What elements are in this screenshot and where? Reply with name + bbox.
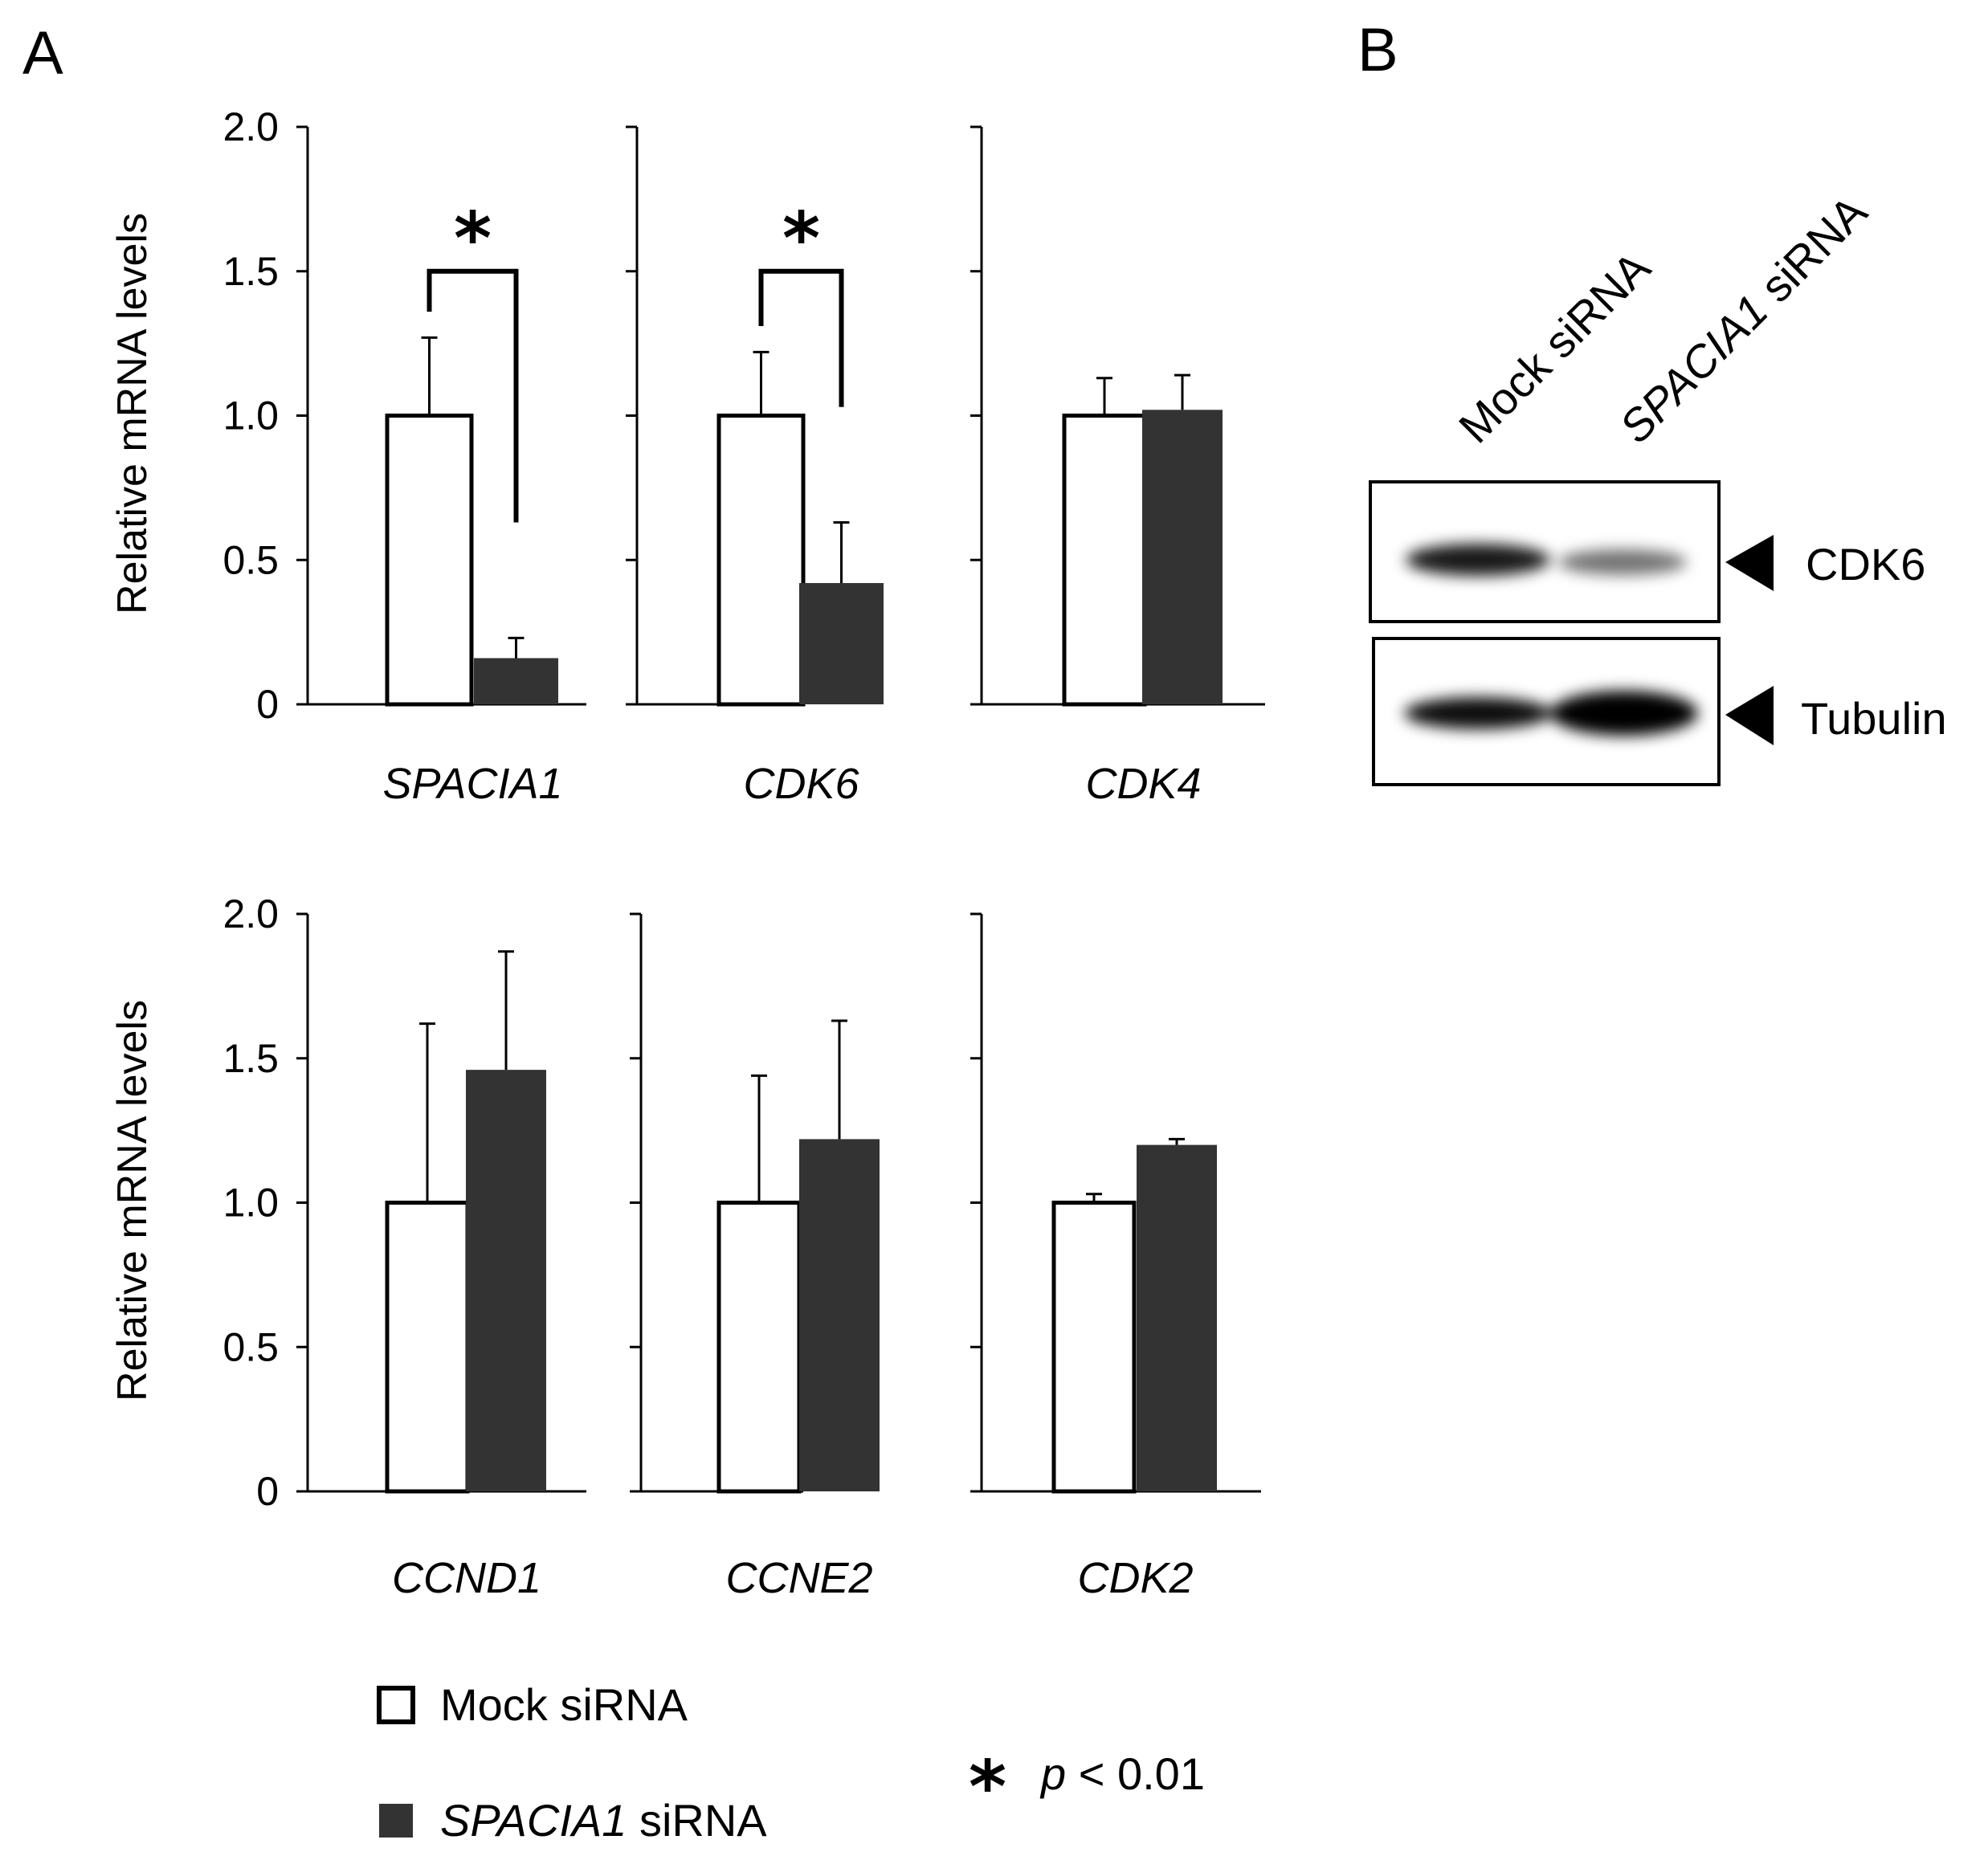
bar-charts: 0 0.5 1.0 1.5 2.0 * SPACIA1 * CDK6 CDK4 0 0.5 1.0 1.5…	[222, 104, 1265, 1602]
legend: Mock siRNA SPACIA1 siRNA * p < 0.01	[377, 1679, 1205, 1846]
legend-spacia1-rest: siRNA	[627, 1795, 767, 1846]
band-tubulin-spacia1	[1550, 691, 1698, 736]
blot-lane2-italic: SPACIA1	[1610, 285, 1778, 453]
panel-a-label: A	[22, 19, 63, 88]
y-axis-title-bottom: Relative mRNA levels	[109, 1000, 156, 1401]
arrow-cdk6-icon	[1725, 535, 1774, 591]
western-blot: Mock siRNA SPACIA1 siRNA CDK6 Tubulin	[1369, 186, 1947, 786]
blot-lane2-label: SPACIA1 siRNA	[1610, 186, 1877, 453]
chart-spacia1: 0 0.5 1.0 1.5 2.0 * SPACIA1	[222, 104, 586, 808]
legend-spacia1-label: SPACIA1 siRNA	[440, 1795, 767, 1846]
y-tick-label: 2.0	[222, 104, 279, 149]
arrow-tubulin-icon	[1725, 686, 1774, 745]
chart-cdk4: CDK4	[970, 125, 1265, 808]
significance-bracket	[427, 268, 519, 523]
bar-mock	[1062, 414, 1147, 707]
bar-mock	[716, 1201, 802, 1494]
y-axis-title-top: Relative mRNA levels	[109, 213, 156, 614]
gene-label: SPACIA1	[382, 760, 562, 808]
band-cdk6-spacia1	[1558, 549, 1687, 575]
gene-label: CDK4	[1085, 760, 1201, 808]
y-tick-label: 0	[256, 682, 279, 727]
legend-significance-star: *	[969, 1745, 1006, 1829]
legend-p-threshold: < 0.01	[1066, 1748, 1205, 1799]
legend-significance-text: p < 0.01	[1039, 1748, 1205, 1799]
bar-mock	[385, 414, 474, 707]
blot-band-label-cdk6: CDK6	[1806, 539, 1925, 589]
significance-star: *	[782, 197, 820, 281]
band-tubulin-mock	[1404, 697, 1552, 729]
bar-spacia1	[799, 583, 884, 704]
panel-b-label: B	[1357, 16, 1398, 84]
bar-mock	[1051, 1201, 1137, 1494]
y-tick-label: 1.0	[222, 394, 279, 438]
y-tick-label: 2.0	[222, 891, 279, 936]
blot-bands	[1404, 544, 1698, 736]
chart-cdk6: * CDK6	[626, 125, 884, 808]
bar-spacia1	[474, 658, 558, 704]
legend-spacia1-italic: SPACIA1	[440, 1795, 627, 1846]
legend-p-symbol: p	[1039, 1748, 1066, 1799]
significance-bracket	[758, 268, 844, 407]
gene-label: CCND1	[392, 1554, 541, 1602]
bar-mock	[385, 1201, 470, 1494]
blot-band-label-tubulin: Tubulin	[1801, 693, 1947, 744]
band-cdk6-mock	[1406, 544, 1550, 576]
gene-label: CDK2	[1077, 1554, 1193, 1602]
blot-lane2-rest: siRNA	[1741, 186, 1876, 320]
gene-label: CCNE2	[725, 1554, 872, 1602]
chart-cdk2: CDK2	[970, 912, 1261, 1602]
legend-mock-swatch	[377, 1686, 415, 1724]
bar-spacia1	[466, 1070, 546, 1491]
y-tick-label: 0.5	[222, 1324, 279, 1369]
y-tick-label: 0.5	[222, 537, 279, 582]
bar-spacia1	[1142, 410, 1223, 704]
bar-spacia1	[1137, 1144, 1217, 1491]
y-tick-label: 1.5	[222, 1036, 279, 1081]
y-tick-label: 1.0	[222, 1181, 279, 1226]
y-tick-label: 0	[256, 1469, 279, 1514]
bar-mock	[716, 414, 806, 707]
y-tick-label: 1.5	[222, 249, 279, 294]
gene-label: CDK6	[743, 760, 859, 808]
legend-spacia1-swatch	[379, 1804, 413, 1838]
chart-ccnd1: 0 0.5 1.0 1.5 2.0 CCND1	[222, 891, 586, 1602]
bar-spacia1	[799, 1139, 880, 1491]
significance-star: *	[454, 197, 492, 281]
chart-ccne2: CCNE2	[630, 912, 880, 1602]
legend-mock-label: Mock siRNA	[440, 1679, 688, 1730]
